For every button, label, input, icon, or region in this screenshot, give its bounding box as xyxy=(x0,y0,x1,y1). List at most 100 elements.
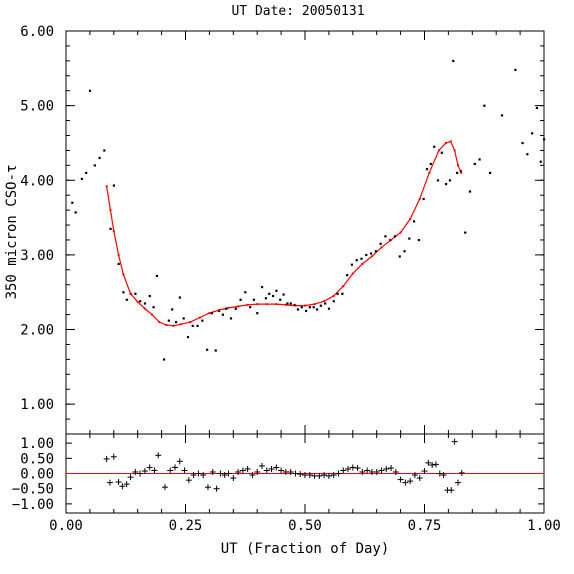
fit-marker xyxy=(460,171,463,174)
residual-point xyxy=(141,468,148,475)
fit-marker xyxy=(189,321,192,324)
data-point xyxy=(162,358,166,361)
residual-point xyxy=(254,468,261,475)
residual-point xyxy=(161,484,168,491)
data-point xyxy=(445,182,448,186)
y-tick-label: 0.50 xyxy=(20,451,54,467)
data-point xyxy=(393,235,397,238)
data-point xyxy=(171,308,174,311)
data-point xyxy=(350,263,354,266)
y-tick-label: 4.00 xyxy=(20,173,54,189)
fit-marker xyxy=(323,300,326,303)
data-point xyxy=(408,237,411,240)
x-tick-label: 1.00 xyxy=(527,518,561,534)
fit-marker xyxy=(275,303,278,306)
fit-marker xyxy=(313,303,316,306)
residual-point xyxy=(239,467,246,474)
residual-point xyxy=(103,455,110,462)
data-point xyxy=(117,262,120,266)
fit-marker xyxy=(117,253,120,256)
data-point xyxy=(296,308,300,311)
fit-marker xyxy=(453,149,456,152)
residual-point xyxy=(151,467,158,474)
data-point xyxy=(206,348,209,351)
data-point xyxy=(289,302,292,305)
residual-point xyxy=(268,465,275,472)
data-point xyxy=(244,291,247,294)
fit-marker xyxy=(112,230,115,233)
fit-marker xyxy=(246,303,249,306)
residual-point xyxy=(354,465,361,472)
data-point xyxy=(286,302,289,305)
x-tick-label: 0.00 xyxy=(49,518,83,534)
residual-point xyxy=(221,472,228,479)
data-point xyxy=(214,349,217,352)
residual-point xyxy=(146,464,153,471)
fit-marker xyxy=(158,321,161,324)
residual-point xyxy=(176,458,183,465)
residual-point xyxy=(119,483,126,490)
data-point xyxy=(374,250,377,253)
residual-point xyxy=(106,479,113,486)
data-point xyxy=(125,298,128,301)
data-point xyxy=(312,306,315,309)
data-point xyxy=(412,220,416,223)
residual-point xyxy=(287,468,294,475)
fit-marker xyxy=(409,218,412,221)
data-point xyxy=(425,168,429,171)
residual-point xyxy=(458,469,465,476)
residual-point xyxy=(340,467,347,474)
fit-marker xyxy=(361,262,364,265)
data-point xyxy=(88,89,92,92)
x-axis-label: UT (Fraction of Day) xyxy=(221,541,390,557)
main-data-points xyxy=(71,59,546,361)
fit-marker xyxy=(342,285,345,288)
residual-point xyxy=(292,470,299,477)
data-point xyxy=(478,158,481,161)
residual-point xyxy=(411,472,418,479)
data-point xyxy=(112,184,115,187)
main-plot-frame xyxy=(65,30,545,435)
residual-point xyxy=(425,459,432,466)
data-point xyxy=(271,294,275,298)
data-point xyxy=(268,292,271,295)
residual-point xyxy=(407,478,414,485)
data-point xyxy=(71,201,74,204)
data-point xyxy=(264,297,268,300)
data-point xyxy=(249,306,252,309)
fit-marker xyxy=(437,149,440,152)
fit-marker xyxy=(179,323,182,326)
residual-point xyxy=(155,452,162,459)
data-point xyxy=(279,298,282,301)
y-axis-label: 350 micron CSO-τ xyxy=(4,165,20,300)
y-tick-label: 0.00 xyxy=(20,467,54,483)
data-point xyxy=(275,289,278,292)
data-point xyxy=(103,149,106,152)
data-point xyxy=(365,253,368,257)
data-point xyxy=(80,177,83,180)
residual-point xyxy=(244,465,251,472)
x-tick-label: 0.75 xyxy=(408,518,442,534)
residual-point xyxy=(448,487,455,494)
data-point xyxy=(436,179,440,182)
fit-marker xyxy=(332,294,335,297)
data-point xyxy=(239,298,242,301)
x-axis: 0.00 0.25 0.50 0.75 1.00 xyxy=(49,31,561,534)
residual-point xyxy=(325,472,332,479)
fit-markers xyxy=(105,140,463,327)
fit-marker xyxy=(351,272,354,275)
fit-marker xyxy=(122,273,125,276)
fit-marker xyxy=(227,306,230,309)
data-point xyxy=(304,309,308,313)
residual-point xyxy=(273,464,280,471)
fit-curve xyxy=(106,140,462,327)
residual-point xyxy=(297,471,304,478)
residual-point xyxy=(345,465,352,472)
fit-marker xyxy=(129,292,132,295)
fit-marker xyxy=(136,300,139,303)
fit-marker xyxy=(449,140,452,143)
data-point xyxy=(464,231,467,234)
residual-point xyxy=(195,470,202,477)
residual-point xyxy=(263,467,270,474)
